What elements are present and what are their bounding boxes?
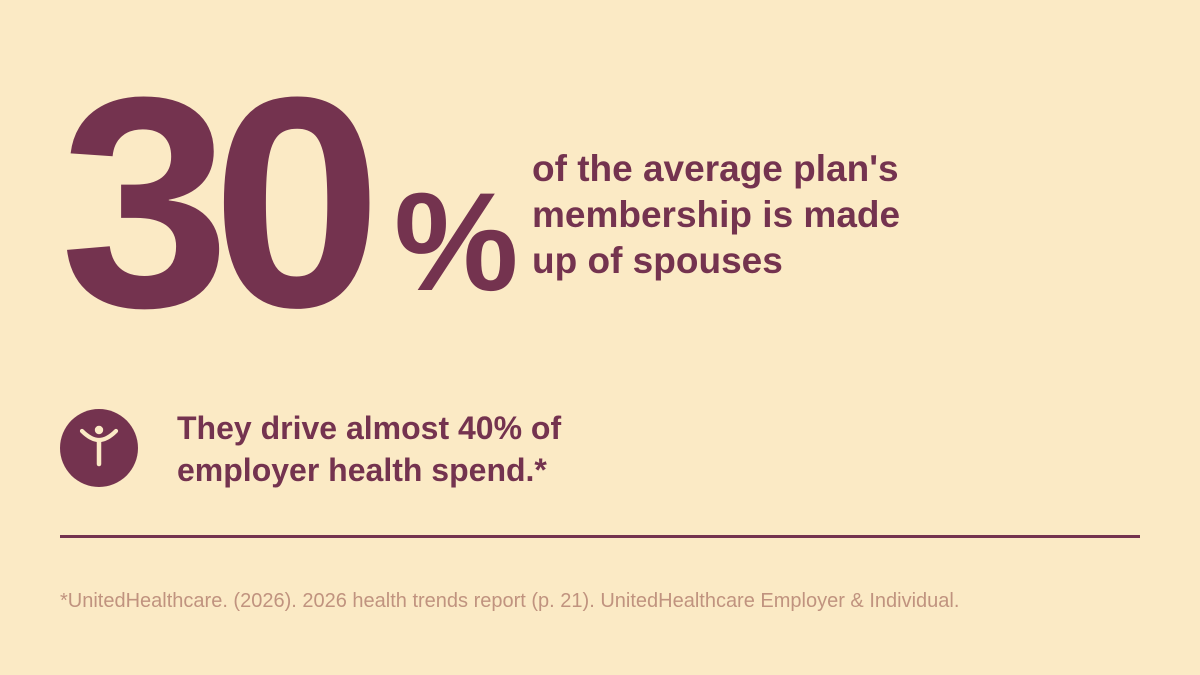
detail-text: They drive almost 40% of employer health… <box>177 407 597 491</box>
detail-text-line: employer health spend.* <box>177 452 547 488</box>
stat-description-line: membership is made <box>532 194 901 235</box>
stat-description-line: up of spouses <box>532 240 783 281</box>
person-raised-arms-icon <box>60 409 138 487</box>
stat-percent-sign: % <box>394 163 519 320</box>
footnote-citation: *UnitedHealthcare. (2026). 2026 health t… <box>60 590 960 612</box>
stat-description-line: of the average plan's <box>532 148 899 189</box>
divider <box>60 535 1140 538</box>
stat-description: of the average plan's membership is made… <box>532 146 952 284</box>
detail-text-line: They drive almost 40% of <box>177 410 562 446</box>
stat-number: 30 <box>60 34 382 370</box>
